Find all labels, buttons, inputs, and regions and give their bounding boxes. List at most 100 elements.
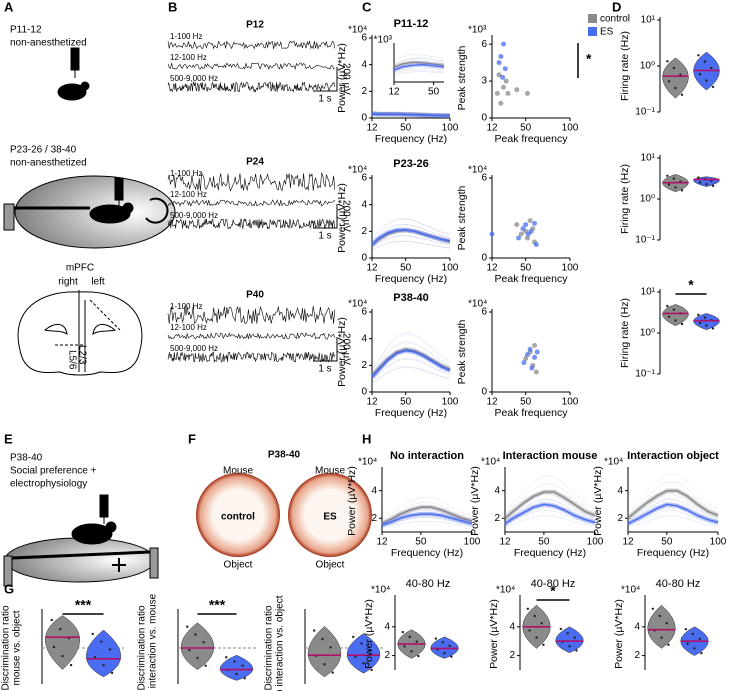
x-label: Peak frequency (495, 133, 569, 145)
jitter-dot (321, 637, 324, 641)
jitter-dot (415, 640, 418, 643)
layer: L2/3 (76, 345, 87, 365)
single-trace (393, 54, 445, 62)
arena-top: Mouse (223, 466, 253, 477)
jitter-dot (705, 79, 708, 82)
point (498, 53, 504, 59)
y-multiplier: *10⁴ (481, 457, 500, 468)
jitter-dot (52, 645, 56, 649)
jitter-dot (667, 80, 671, 83)
y-multiplier: *10⁴ (348, 299, 367, 310)
y-label: Discrimination ratio (1, 605, 12, 690)
point (532, 220, 538, 226)
jitter-dot (680, 189, 684, 192)
y-label: Power (µV*Hz) (363, 599, 375, 669)
significance: *** (209, 597, 226, 613)
y-tick-label: 4 (634, 621, 640, 632)
y-tick-label: 4 (509, 621, 515, 632)
x-tick-label: 12 (388, 87, 400, 98)
jitter-dot (69, 663, 73, 667)
single-trace (504, 499, 596, 522)
point (532, 354, 538, 360)
panel-letter: D (612, 0, 621, 14)
single-trace (627, 498, 719, 522)
single-trace (371, 115, 450, 117)
single-trace (371, 240, 451, 251)
y-tick-label: 2 (371, 513, 377, 524)
y-tick-label: 4 (384, 621, 390, 632)
jitter-dot (241, 664, 244, 667)
point (516, 235, 522, 241)
point (534, 349, 540, 355)
e-text: electrophysiology (10, 479, 87, 490)
scale-bar (313, 337, 338, 362)
jitter-dot (186, 625, 189, 628)
x-tick-label: 50 (400, 263, 412, 274)
violin (86, 629, 121, 678)
jitter-dot (705, 324, 708, 327)
y-tick-label: 6 (481, 173, 487, 184)
trace (167, 40, 336, 50)
y-label: Discrimination ratio (137, 605, 148, 690)
single-trace (371, 357, 451, 380)
x-tick-label: 50 (520, 263, 532, 274)
trace (167, 218, 335, 230)
x-tick-label: 12 (376, 537, 388, 548)
x-label: Frequency (Hz) (375, 133, 447, 145)
panel-letter: E (4, 431, 13, 446)
y-label: Power (µV*Hz) (336, 317, 348, 387)
arena-label: control (221, 512, 255, 523)
jitter-dot (697, 176, 700, 179)
mean-line (504, 491, 596, 519)
chart-title: Interaction object (627, 450, 719, 462)
x-tick-label: 12 (499, 537, 511, 548)
jitter-dot (362, 662, 365, 665)
single-trace (371, 114, 450, 117)
axis (491, 175, 570, 259)
group-state: non-anesthetized (10, 158, 87, 169)
jitter-dot (204, 664, 207, 667)
x-tick-label: 12 (366, 397, 378, 408)
y-label: Firing rate (Hz) (619, 298, 631, 368)
chart-title: P23-26 (393, 158, 428, 170)
recording-title: P40 (246, 290, 264, 301)
violin (555, 626, 584, 653)
scale-time: 1 s (318, 231, 331, 242)
jitter-dot (667, 643, 670, 646)
y-multiplier: *10⁴ (348, 25, 367, 36)
axis (371, 175, 450, 259)
x-tick-label: 100 (442, 123, 459, 134)
x-tick-label: 50 (428, 87, 440, 98)
jitter-dot (672, 308, 676, 311)
y-label: no interaction vs. mouse (148, 593, 159, 691)
y-multiplier: *10³ (468, 25, 487, 36)
y-tick-label: 4 (494, 485, 500, 496)
point (523, 222, 529, 228)
jitter-dot (329, 646, 332, 649)
jitter-dot (533, 614, 536, 618)
jitter-dot (684, 628, 688, 631)
recording-title: P24 (246, 157, 264, 168)
axis (627, 467, 718, 533)
chart-title: P38-40 (393, 292, 428, 304)
jitter-dot (100, 640, 103, 643)
y-label: Power (µV*Hz) (469, 466, 481, 536)
single-trace (371, 332, 451, 370)
x-tick-label: 50 (415, 537, 427, 548)
jitter-dot (434, 637, 438, 640)
point (496, 60, 502, 66)
point (489, 231, 495, 237)
single-trace (393, 60, 445, 68)
jitter-dot (575, 649, 578, 652)
point (501, 41, 507, 47)
band-label: 12-100 Hz (170, 323, 207, 332)
band-label: 1-100 Hz (170, 302, 202, 311)
single-trace (504, 483, 596, 516)
x-tick-label: 12 (486, 397, 498, 408)
y-tick-label: 10¹ (641, 287, 656, 298)
trace (167, 305, 336, 325)
y-multiplier: *10⁴ (468, 299, 487, 310)
violin (45, 615, 80, 670)
trace (167, 80, 335, 93)
